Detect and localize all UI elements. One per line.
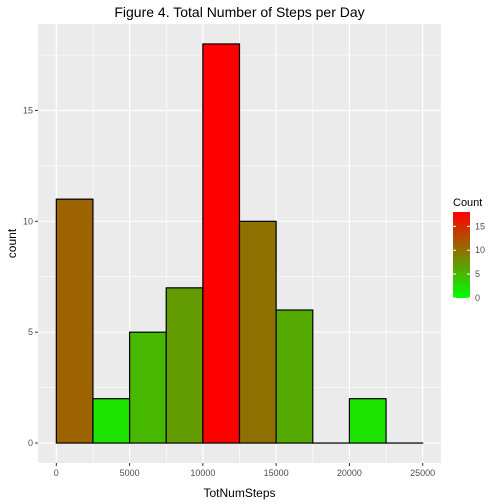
x-tick-label: 20000: [337, 468, 362, 478]
legend-title: Count: [453, 197, 482, 209]
x-axis-title: TotNumSteps: [203, 486, 275, 500]
y-axis-ticks: 0 5 10 15: [23, 105, 38, 448]
histogram-bar: [165, 287, 204, 444]
y-axis-title: count: [5, 228, 19, 258]
legend-tick-label: 15: [475, 221, 485, 231]
legend-colorbar: [453, 212, 470, 298]
x-tick-label: 0: [54, 468, 59, 478]
legend-ticks: 0 5 10 15: [453, 221, 485, 303]
bars: [55, 43, 424, 444]
histogram-bar: [348, 398, 387, 444]
x-tick-label: 10000: [190, 468, 215, 478]
y-tick-label: 5: [28, 327, 33, 337]
histogram-bar: [128, 331, 167, 444]
legend-tick-label: 0: [475, 293, 480, 303]
histogram-bar: [92, 398, 131, 444]
legend: Count 0 5 10 15: [453, 197, 485, 303]
y-tick-label: 10: [23, 216, 33, 226]
legend-tick-label: 10: [475, 245, 485, 255]
legend-tick-label: 5: [475, 269, 480, 279]
y-tick-label: 0: [28, 438, 33, 448]
histogram-bar: [275, 309, 314, 444]
x-axis-ticks: 0 5000 10000 15000 20000 25000: [54, 463, 435, 478]
x-tick-label: 25000: [410, 468, 435, 478]
x-tick-label: 5000: [120, 468, 140, 478]
x-tick-label: 15000: [264, 468, 289, 478]
histogram-bar: [202, 43, 241, 444]
y-tick-label: 15: [23, 105, 33, 115]
histogram-bar: [55, 198, 94, 444]
histogram-bar: [238, 220, 277, 444]
chart-title: Figure 4. Total Number of Steps per Day: [114, 4, 364, 20]
